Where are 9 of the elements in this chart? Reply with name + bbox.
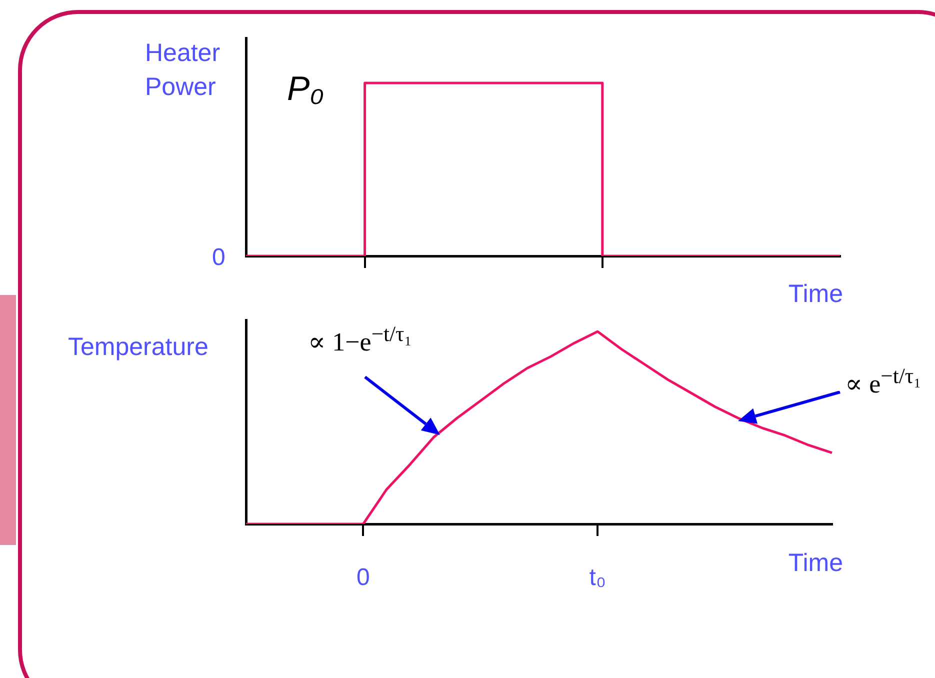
x-axis-title: Time — [788, 549, 843, 578]
text: ∝ e$^{−t/τ₁}$ — [845, 364, 922, 400]
annotation: P₀ — [287, 70, 324, 109]
y-axis-title: Temperature — [68, 332, 210, 363]
x-tick-label: t₀ — [589, 564, 606, 592]
annotation: ∝ 1−e$^{−t/τ₁}$ — [308, 322, 412, 358]
x-axis-title: Time — [788, 280, 843, 309]
text: 0 — [212, 244, 226, 272]
y-axis-title: Heater Power — [145, 38, 222, 103]
